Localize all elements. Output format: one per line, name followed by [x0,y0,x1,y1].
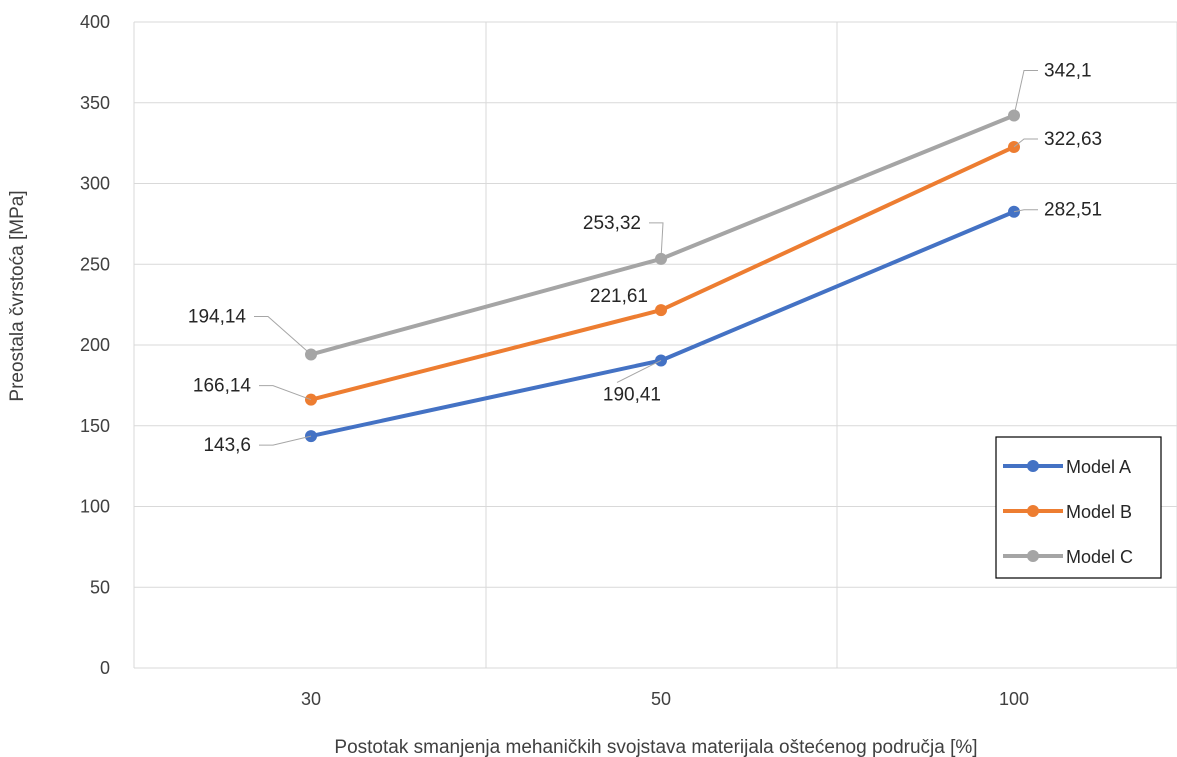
data-label: 143,6 [203,435,251,456]
data-label: 342,1 [1044,61,1092,82]
x-axis-title: Postotak smanjenja mehaničkih svojstava … [334,737,977,757]
y-tick-label: 350 [80,93,110,113]
legend-swatch-marker [1027,460,1039,472]
x-axis-tick-labels: 30 50 100 [301,689,1029,709]
data-label: 194,14 [188,306,247,327]
data-labels: 143,6 190,41 282,51 166,14 221,61 322,63 194,1… [188,61,1102,457]
y-tick-label: 0 [100,658,110,678]
legend-label: Model A [1066,457,1131,477]
label-leader-line [259,435,312,446]
y-axis-tick-labels: 0 50 100 150 200 250 300 350 400 [80,12,110,678]
legend: Model A Model B Model C [995,436,1162,579]
x-tick-label: 30 [301,689,321,709]
gridlines [133,21,1177,669]
x-tick-label: 50 [651,689,671,709]
y-axis-title: Preostala čvrstoća [MPa] [7,190,28,401]
label-leader-line [259,385,312,401]
data-label: 166,14 [193,376,252,397]
y-tick-label: 150 [80,416,110,436]
y-tick-label: 200 [80,335,110,355]
label-leader-line [616,360,662,383]
legend-swatch-marker [1027,505,1039,517]
label-leader-line [254,315,312,355]
data-label: 253,32 [583,213,641,234]
label-leader-line [649,222,664,259]
label-leader-line [1013,70,1038,116]
data-point [655,304,667,317]
y-tick-label: 50 [90,577,110,597]
y-tick-label: 250 [80,254,110,274]
legend-label: Model C [1066,547,1133,567]
y-tick-label: 100 [80,497,110,517]
data-label: 221,61 [590,286,648,307]
legend-label: Model B [1066,502,1132,522]
label-leader-line [1013,209,1038,213]
data-label: 282,51 [1044,200,1102,221]
series-lines [305,109,1020,443]
y-tick-label: 300 [80,174,110,194]
data-label: 190,41 [603,384,661,405]
legend-swatch-marker [1027,550,1039,562]
x-tick-label: 100 [999,689,1029,709]
label-leader-line [1013,138,1038,148]
y-tick-label: 400 [80,12,110,32]
data-label: 322,63 [1044,129,1102,150]
